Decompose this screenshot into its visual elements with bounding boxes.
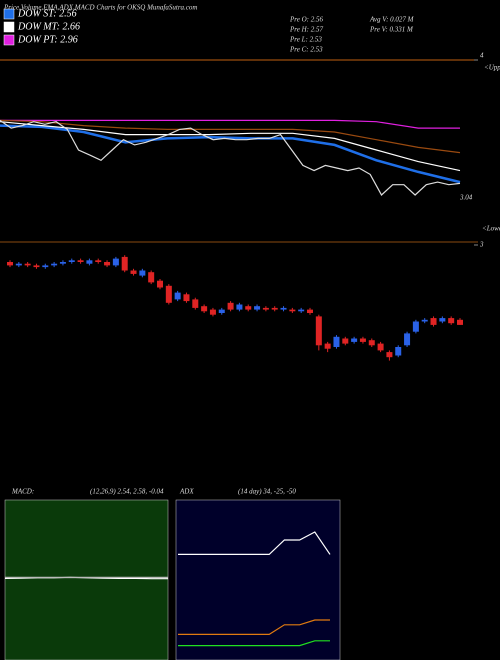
legend-swatch: [3, 34, 15, 46]
candle-body: [139, 270, 146, 276]
series-line: [0, 124, 461, 184]
candle-body: [165, 285, 172, 303]
candle-body: [218, 309, 225, 313]
candle-body: [86, 260, 93, 264]
legend-swatch: [3, 21, 15, 33]
candle-body: [368, 340, 375, 346]
price-info: Pre O: 2.56: [289, 16, 323, 24]
candle-body: [351, 338, 358, 342]
y-tick-label: 3: [479, 241, 484, 249]
candle-body: [77, 260, 84, 262]
series-line: [0, 119, 460, 129]
candle-body: [448, 318, 455, 324]
candle-body: [289, 309, 296, 312]
price-info: Pre V: 0.331 M: [369, 26, 414, 34]
series-line: [0, 119, 461, 154]
macd-title: MACD:: [11, 488, 34, 496]
candle-body: [421, 319, 428, 322]
candle-body: [262, 307, 269, 310]
candle-body: [359, 338, 366, 342]
candle-body: [51, 263, 58, 266]
series-line: [178, 640, 330, 647]
candle-body: [157, 280, 163, 288]
candle-body: [430, 318, 437, 325]
candle-body: [298, 309, 305, 312]
series-line: [0, 121, 461, 172]
series-line: [178, 619, 330, 636]
last-value: 3.04: [459, 194, 473, 202]
candle-body: [280, 307, 287, 310]
candle-body: [227, 302, 234, 310]
candle-body: [42, 265, 49, 268]
candle-body: [68, 260, 75, 262]
adx-title: ADX: [179, 488, 194, 496]
candle-body: [254, 306, 261, 310]
candle-body: [377, 343, 384, 351]
candle-body: [7, 262, 13, 266]
candle-body: [395, 347, 402, 356]
candle-body: [15, 263, 22, 266]
candle-body: [271, 307, 278, 310]
legend-label: DOW MT: 2.66: [17, 21, 80, 32]
candle-body: [130, 270, 137, 274]
candle-body: [112, 258, 119, 266]
price-info: Pre C: 2.53: [289, 46, 323, 54]
chart-title: Price,Volume,EMA,ADX,MACD Charts for OKS…: [3, 4, 197, 12]
candle-body: [59, 262, 66, 264]
series-line: [0, 119, 461, 196]
candle-body: [439, 318, 446, 322]
candle-body: [457, 319, 463, 325]
candle-body: [333, 336, 340, 347]
candle-body: [245, 306, 252, 310]
candle-body: [95, 260, 102, 262]
price-info: Pre L: 2.53: [289, 36, 322, 44]
legend-label: DOW PT: 2.96: [17, 34, 78, 45]
y-tick-label: 4: [480, 52, 484, 60]
upper-label: <Upper: [484, 64, 500, 72]
adx-subtitle: (14 day) 34, -25, -50: [238, 488, 296, 496]
candle-body: [386, 352, 393, 358]
price-info: Pre H: 2.57: [289, 26, 323, 34]
adx-panel: [175, 499, 341, 660]
candle-body: [148, 272, 155, 283]
candle-body: [412, 321, 419, 332]
macd-panel: [4, 499, 169, 660]
candle-body: [24, 263, 31, 266]
series-line: [178, 531, 331, 556]
candle-body: [324, 343, 331, 349]
candle-body: [192, 299, 199, 308]
price-info: Avg V: 0.027 M: [369, 16, 415, 24]
candle-body: [236, 304, 243, 310]
candle-body: [404, 333, 411, 346]
candle-body: [342, 338, 349, 344]
candle-body: [121, 256, 128, 271]
candle-body: [209, 309, 216, 315]
candle-body: [315, 316, 322, 346]
candle-body: [174, 292, 181, 300]
legend-label: DOW ST: 2.56: [17, 8, 77, 19]
legend-swatch: [3, 8, 15, 20]
candle-body: [307, 309, 313, 313]
candle-body: [104, 262, 111, 266]
candle-body: [183, 294, 190, 302]
candle-body: [33, 265, 40, 268]
candle-body: [201, 306, 208, 312]
lower-label: <Lower: [482, 225, 500, 233]
macd-subtitle: (12,26,9) 2.54, 2.58, -0.04: [90, 488, 164, 496]
